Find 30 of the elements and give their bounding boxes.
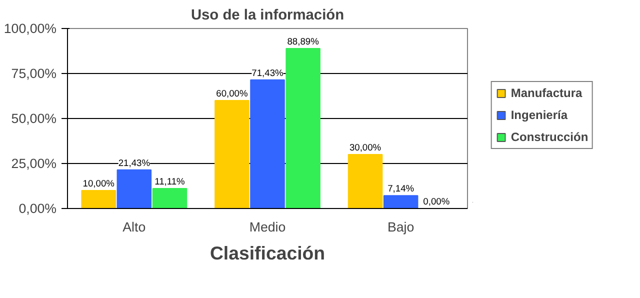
bar [348,154,383,208]
x-tick-label: Alto [122,220,146,234]
data-label: 71,43% [252,68,284,78]
data-label: 0,00% [423,196,450,206]
chart-title: Uso de la información [190,8,344,24]
bar [152,188,188,208]
legend-label: Ingeniería [510,108,568,122]
legend-label: Manufactura [510,86,582,100]
y-tick-label: 0,00% [18,201,57,216]
y-tick-label: 100,00% [4,21,57,36]
y-tick-label: 75,00% [11,66,57,81]
data-label: 88,89% [287,36,319,46]
bar [81,190,116,208]
data-label: 21,43% [118,158,150,168]
legend-label: Construcción [510,130,588,144]
x-tick-label: Medio [249,220,286,234]
data-label: 7,14% [388,184,414,194]
bar [383,195,418,208]
bar [116,169,152,208]
bar [286,48,320,208]
bar [250,79,285,208]
bar [214,100,250,208]
x-tick-label: Bajo [387,220,414,234]
y-tick-label: 50,00% [11,111,57,126]
x-axis-title: Clasificación [210,242,326,264]
data-label: 11,11% [154,176,185,186]
data-label: 10,00% [82,178,114,188]
y-tick-label: 25,00% [11,156,57,171]
data-label: 60,00% [216,88,248,98]
data-label: 30,00% [349,142,382,152]
